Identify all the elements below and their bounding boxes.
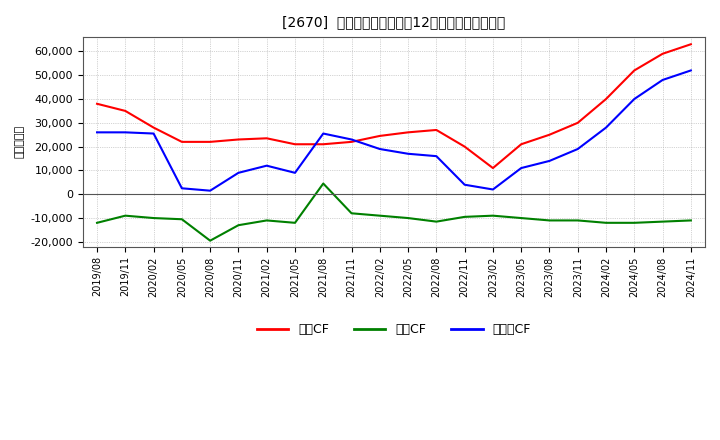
- 営業CF: [319, 142, 328, 147]
- 営業CF: [602, 96, 611, 102]
- 投資CF: [149, 216, 158, 221]
- フリーCF: [573, 147, 582, 152]
- 投資CF: [517, 216, 526, 221]
- 投資CF: [432, 219, 441, 224]
- 営業CF: [545, 132, 554, 137]
- フリーCF: [489, 187, 498, 192]
- 投資CF: [319, 181, 328, 186]
- フリーCF: [234, 170, 243, 176]
- フリーCF: [291, 170, 300, 176]
- 営業CF: [376, 133, 384, 139]
- フリーCF: [149, 131, 158, 136]
- フリーCF: [517, 165, 526, 171]
- 営業CF: [687, 42, 696, 47]
- 投資CF: [460, 214, 469, 220]
- 営業CF: [262, 136, 271, 141]
- フリーCF: [376, 147, 384, 152]
- 投資CF: [262, 218, 271, 223]
- Title: [2670]  キャッシュフローの12か月移動合計の推移: [2670] キャッシュフローの12か月移動合計の推移: [282, 15, 505, 29]
- Y-axis label: （百万円）: （百万円）: [15, 125, 25, 158]
- 営業CF: [658, 51, 667, 56]
- 投資CF: [291, 220, 300, 225]
- 営業CF: [489, 165, 498, 171]
- 投資CF: [93, 220, 102, 225]
- 営業CF: [460, 144, 469, 149]
- 投資CF: [573, 218, 582, 223]
- 投資CF: [687, 218, 696, 223]
- フリーCF: [93, 130, 102, 135]
- 営業CF: [149, 125, 158, 130]
- 営業CF: [432, 127, 441, 132]
- フリーCF: [545, 158, 554, 164]
- 営業CF: [404, 130, 413, 135]
- 投資CF: [630, 220, 639, 225]
- 投資CF: [121, 213, 130, 218]
- フリーCF: [347, 137, 356, 142]
- 営業CF: [121, 108, 130, 114]
- フリーCF: [121, 130, 130, 135]
- フリーCF: [206, 188, 215, 193]
- フリーCF: [432, 154, 441, 159]
- 営業CF: [347, 139, 356, 144]
- 投資CF: [658, 219, 667, 224]
- 営業CF: [178, 139, 186, 144]
- 営業CF: [206, 139, 215, 144]
- 投資CF: [545, 218, 554, 223]
- フリーCF: [602, 125, 611, 130]
- フリーCF: [658, 77, 667, 83]
- フリーCF: [687, 68, 696, 73]
- 投資CF: [376, 213, 384, 218]
- 営業CF: [517, 142, 526, 147]
- 投資CF: [489, 213, 498, 218]
- Legend: 営業CF, 投資CF, フリーCF: 営業CF, 投資CF, フリーCF: [252, 318, 536, 341]
- 営業CF: [630, 68, 639, 73]
- フリーCF: [630, 96, 639, 102]
- 投資CF: [178, 216, 186, 222]
- 投資CF: [404, 216, 413, 221]
- 投資CF: [347, 211, 356, 216]
- Line: 投資CF: 投資CF: [97, 183, 691, 241]
- フリーCF: [460, 182, 469, 187]
- Line: フリーCF: フリーCF: [97, 70, 691, 191]
- 投資CF: [234, 223, 243, 228]
- フリーCF: [404, 151, 413, 156]
- 営業CF: [234, 137, 243, 142]
- 営業CF: [93, 101, 102, 106]
- Line: 営業CF: 営業CF: [97, 44, 691, 168]
- フリーCF: [262, 163, 271, 169]
- フリーCF: [319, 131, 328, 136]
- 営業CF: [573, 120, 582, 125]
- フリーCF: [178, 186, 186, 191]
- 営業CF: [291, 142, 300, 147]
- 投資CF: [602, 220, 611, 225]
- 投資CF: [206, 238, 215, 243]
